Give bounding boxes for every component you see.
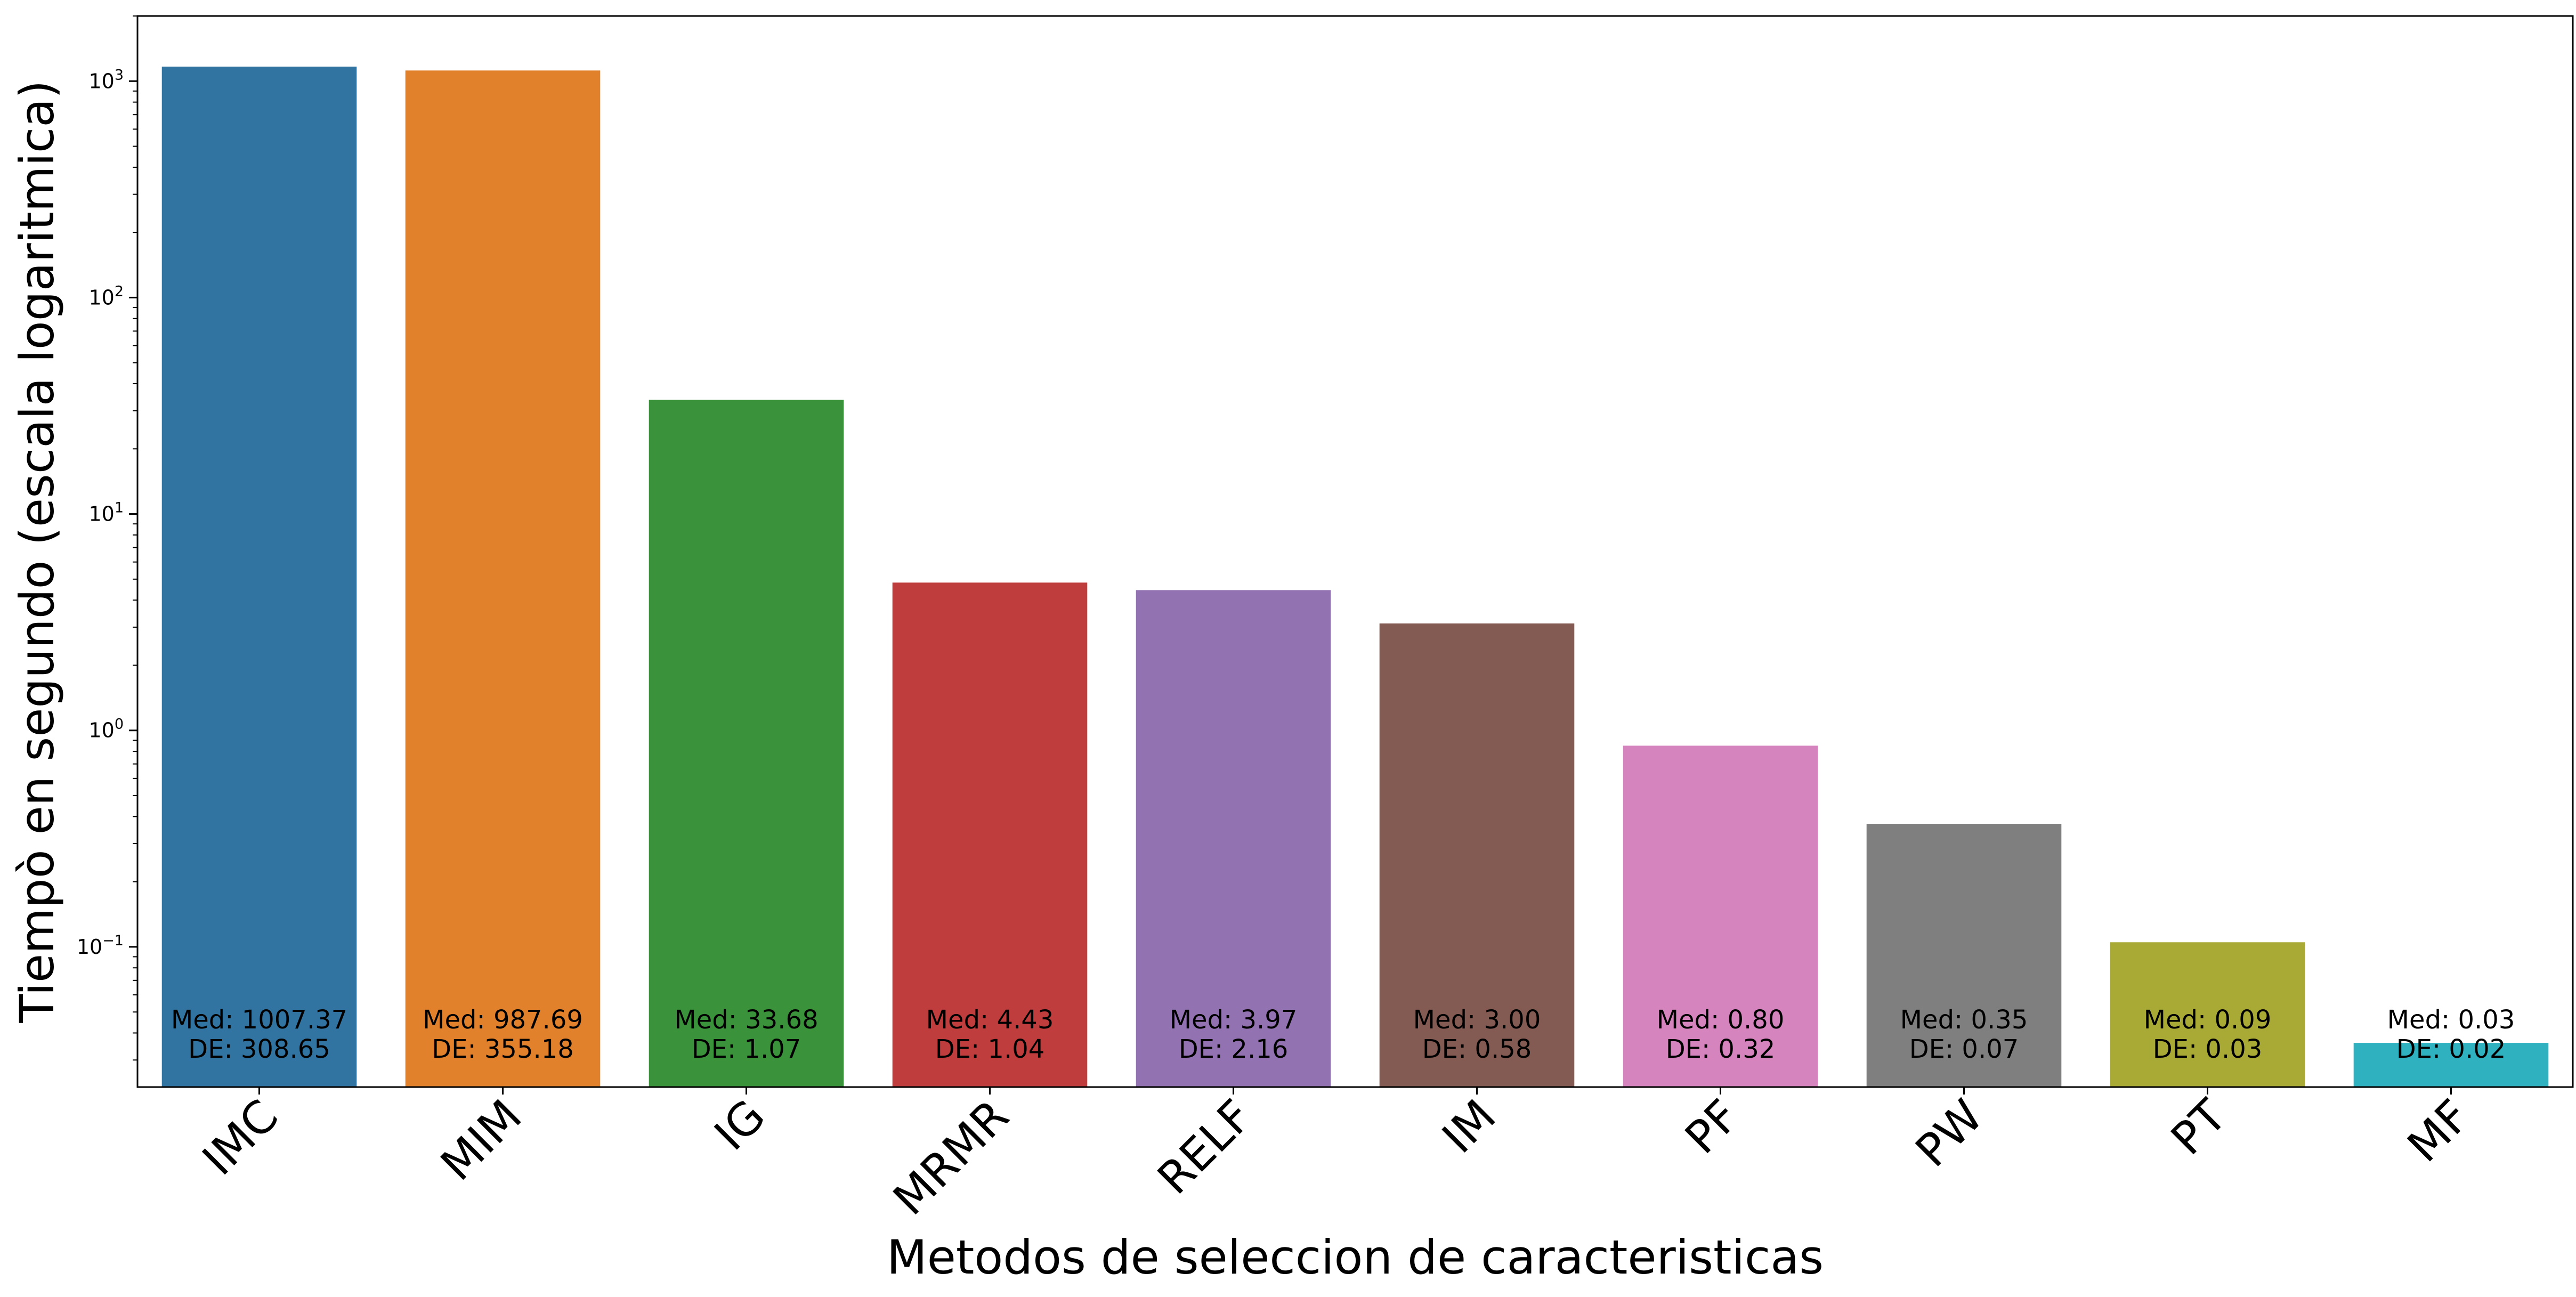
bar-label-de: DE: 0.58 [1422,1034,1532,1064]
bar-label-med: Med: 3.97 [1170,1005,1298,1035]
bar-label-med: Med: 987.69 [423,1005,583,1035]
bar-label-med: Med: 0.09 [2144,1005,2272,1035]
y-tick-label: 100 [88,716,124,742]
bar-pw [1866,824,2062,1087]
bar-im [1379,623,1575,1087]
y-tick-label: 10−1 [77,933,124,959]
bar-ig [649,400,844,1087]
bar-label-med: Med: 0.03 [2387,1005,2515,1035]
bar-label-de: DE: 0.03 [2153,1034,2263,1064]
y-axis-ticks: 10−1 100 101 102 103 [77,15,137,1061]
bar-label-med: Med: 0.35 [1900,1005,2028,1035]
bar-label-med: Med: 4.43 [926,1005,1054,1035]
bar-mim [405,70,601,1087]
bar-label-med: Med: 1007.37 [171,1005,347,1035]
y-tick-label: 101 [88,500,124,526]
bar-mf [2353,1043,2549,1087]
bar-pf [1623,745,1818,1087]
bar-label-de: DE: 1.07 [692,1034,801,1064]
bar-label-de: DE: 308.65 [188,1034,330,1064]
bar-label-de: DE: 0.32 [1666,1034,1776,1064]
bars-group [161,67,2549,1088]
bar-label-de: DE: 0.07 [1909,1034,2019,1064]
plot-frame [136,15,2574,1088]
bar-pt [2110,942,2305,1087]
bar-label-med: Med: 0.80 [1657,1005,1785,1035]
bar-relf [1136,590,1331,1087]
bar-label-med: Med: 3.00 [1413,1005,1541,1035]
bar-label-de: DE: 1.04 [935,1034,1045,1064]
bar-imc [161,67,357,1088]
bar-label-de: DE: 0.02 [2396,1034,2506,1064]
x-axis-label: Metodos de seleccion de caracteristicas [887,1230,1824,1285]
bar-label-de: DE: 355.18 [432,1034,574,1064]
bar-mrmr [892,582,1088,1087]
y-axis-label: Tiempò en segundo (escala logaritmica) [10,80,64,1024]
bar-label-med: Med: 33.68 [674,1005,818,1035]
y-tick-label: 103 [88,67,124,93]
bar-label-de: DE: 2.16 [1179,1034,1289,1064]
y-tick-label: 102 [88,283,124,309]
